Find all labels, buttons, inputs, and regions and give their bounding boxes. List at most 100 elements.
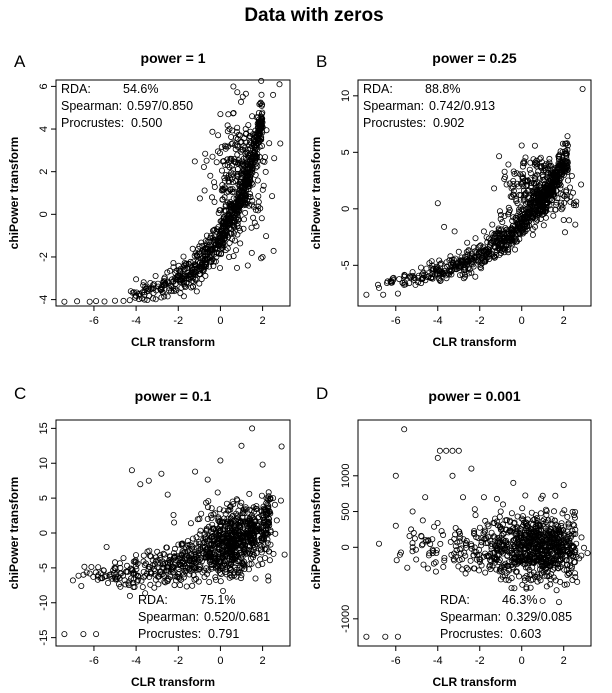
data-point [533,201,540,208]
data-point [501,249,508,256]
data-point [462,264,469,271]
data-point [410,276,417,283]
stat-value: 0.597/0.850 [127,99,193,113]
data-point [248,224,255,231]
data-point [547,533,554,540]
data-point [510,537,517,544]
data-point [498,250,505,257]
data-point [461,549,468,556]
data-point [242,126,249,133]
data-point [237,98,244,105]
data-point [174,276,181,283]
data-point [160,572,167,579]
data-point [249,113,256,120]
data-point [433,547,440,554]
data-point [557,540,564,547]
data-point [562,542,569,549]
data-point [246,537,253,544]
data-point [394,290,401,297]
data-point [161,293,168,300]
data-point [189,283,196,290]
data-point [234,89,241,96]
data-point [176,555,183,562]
data-point [160,564,167,571]
data-point [408,526,415,533]
data-point [526,538,533,545]
data-point [505,204,512,211]
data-point [452,525,459,532]
data-point [233,573,240,580]
data-point [171,545,178,552]
data-point [406,533,413,540]
data-point [128,467,135,474]
data-point [521,531,528,538]
data-point [137,481,144,488]
data-point [86,298,93,305]
data-point [520,171,527,178]
stat-label: Spearman: [440,610,501,624]
data-point [493,518,500,525]
data-point [258,91,265,98]
data-point [261,519,268,526]
data-point [520,174,527,181]
data-point [552,492,559,499]
data-point [172,577,179,584]
data-point [489,221,496,228]
data-point [256,526,263,533]
panel-letter: C [14,384,26,403]
data-point [134,578,141,585]
data-point [558,171,565,178]
data-point [522,189,529,196]
data-point [244,178,251,185]
data-point [221,515,228,522]
data-point [552,206,559,213]
data-point [401,273,408,280]
y-tick-label: 1000 [340,464,352,488]
data-point [563,162,570,169]
data-point [254,146,261,153]
data-point [239,510,246,517]
data-point [419,274,426,281]
data-point [196,270,203,277]
data-point [222,145,229,152]
data-point [497,230,504,237]
data-point [501,563,508,570]
data-point [540,537,547,544]
stat-value: 0.603 [510,627,541,641]
data-point [529,204,536,211]
data-point [211,183,218,190]
y-tick-label: 5 [38,495,50,501]
data-point [205,567,212,574]
x-tick-label: -4 [433,315,443,327]
data-point [202,150,209,157]
data-point [149,295,156,302]
data-point [483,234,490,241]
data-point [231,188,238,195]
data-point [477,242,484,249]
data-point [450,556,457,563]
data-point [255,118,262,125]
data-point [230,223,237,230]
data-point [508,575,515,582]
data-point [203,527,210,534]
data-point [559,527,566,534]
data-point [235,507,242,514]
data-point [498,549,505,556]
data-point [560,548,567,555]
data-point [401,281,408,288]
data-point [255,193,262,200]
data-point [468,269,475,276]
data-point [204,476,211,483]
data-point [574,578,581,585]
data-point [248,523,255,530]
data-point [259,186,266,193]
data-point [482,540,489,547]
data-point [244,179,251,186]
data-point [164,565,171,572]
data-point [486,244,493,251]
data-point [258,113,265,120]
data-point [251,219,258,226]
data-point [204,516,211,523]
data-point [248,179,255,186]
stat-value: 0.791 [208,627,239,641]
